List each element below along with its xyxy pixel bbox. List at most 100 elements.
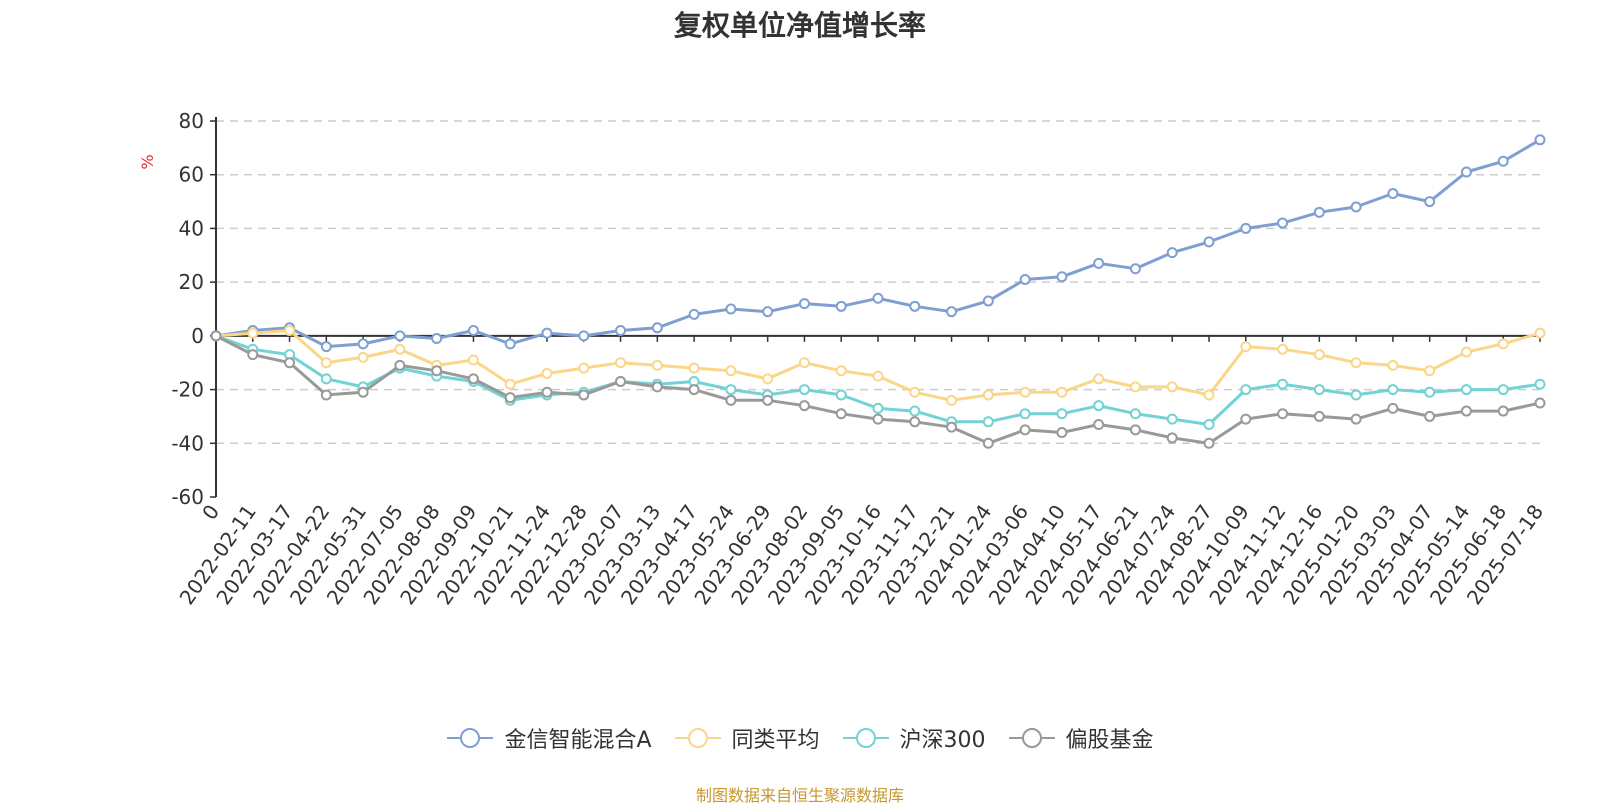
legend-icon-circle xyxy=(460,728,481,748)
data-point xyxy=(1460,384,1472,396)
data-point xyxy=(798,384,810,396)
data-point xyxy=(1534,134,1546,146)
data-point xyxy=(541,327,553,339)
data-point xyxy=(357,351,369,363)
data-point xyxy=(1387,384,1399,396)
data-point xyxy=(1240,413,1252,425)
data-point xyxy=(504,378,516,390)
data-point xyxy=(1166,381,1178,393)
data-point xyxy=(725,394,737,406)
data-point xyxy=(394,343,406,355)
data-point xyxy=(578,362,590,374)
data-point xyxy=(1019,408,1031,420)
data-point xyxy=(1093,400,1105,412)
data-point xyxy=(1129,408,1141,420)
data-point xyxy=(1019,386,1031,398)
data-point xyxy=(1240,222,1252,234)
data-point xyxy=(688,308,700,320)
y-tick-label: -20 xyxy=(171,378,204,402)
data-point xyxy=(909,416,921,428)
data-point xyxy=(1350,201,1362,213)
data-point xyxy=(1387,402,1399,414)
data-point xyxy=(725,365,737,377)
data-point xyxy=(1460,405,1472,417)
data-point xyxy=(725,303,737,315)
data-point xyxy=(651,381,663,393)
data-point xyxy=(1056,271,1068,283)
y-tick-label: 0 xyxy=(191,324,204,348)
legend-line-circle-icon xyxy=(447,728,494,748)
legend-line-circle-icon xyxy=(1008,728,1055,748)
data-point xyxy=(1277,378,1289,390)
legend-item-3[interactable]: 偏股基金 xyxy=(1008,722,1154,754)
data-point xyxy=(578,330,590,342)
data-point xyxy=(1129,381,1141,393)
data-point xyxy=(872,370,884,382)
data-point xyxy=(1166,247,1178,259)
data-point xyxy=(284,324,296,336)
data-point xyxy=(1424,365,1436,377)
data-point xyxy=(1203,418,1215,430)
data-point xyxy=(1313,206,1325,218)
data-point xyxy=(1534,397,1546,409)
data-point xyxy=(320,357,332,369)
data-point xyxy=(467,373,479,385)
data-point xyxy=(357,386,369,398)
data-point xyxy=(835,389,847,401)
y-axis-label: % xyxy=(138,154,157,169)
data-point xyxy=(1424,196,1436,208)
data-point xyxy=(762,373,774,385)
data-point xyxy=(1129,424,1141,436)
data-point xyxy=(1056,386,1068,398)
data-point xyxy=(872,292,884,304)
y-tick-label: 40 xyxy=(179,216,204,240)
legend: 金信智能混合A 同类平均 沪深300 偏股基金 xyxy=(0,722,1600,754)
data-point xyxy=(210,330,222,342)
data-point xyxy=(541,367,553,379)
legend-icon-circle xyxy=(855,728,876,748)
chart-title: 复权单位净值增长率 xyxy=(673,9,926,42)
data-point xyxy=(946,306,958,318)
data-point xyxy=(688,362,700,374)
data-point xyxy=(872,402,884,414)
legend-icon-circle xyxy=(1021,728,1042,748)
data-point xyxy=(835,365,847,377)
legend-label: 同类平均 xyxy=(731,728,820,753)
data-point xyxy=(1166,413,1178,425)
data-point xyxy=(946,421,958,433)
data-point xyxy=(1203,389,1215,401)
data-point xyxy=(1240,384,1252,396)
data-point xyxy=(835,300,847,312)
legend-item-1[interactable]: 同类平均 xyxy=(674,722,820,754)
x-tick-label: 0 xyxy=(197,500,224,524)
data-point xyxy=(1019,424,1031,436)
data-point xyxy=(1166,432,1178,444)
data-point xyxy=(247,349,259,361)
data-point xyxy=(1350,413,1362,425)
legend-label: 金信智能混合A xyxy=(504,728,652,753)
legend-label: 沪深300 xyxy=(899,728,986,753)
data-point xyxy=(1497,155,1509,167)
data-point xyxy=(467,354,479,366)
data-point xyxy=(835,408,847,420)
legend-item-2[interactable]: 沪深300 xyxy=(842,722,986,754)
legend-item-0[interactable]: 金信智能混合A xyxy=(446,722,652,754)
data-point xyxy=(615,357,627,369)
data-point xyxy=(1424,410,1436,422)
data-point xyxy=(504,392,516,404)
y-tick-label: -60 xyxy=(171,485,204,509)
data-point xyxy=(467,324,479,336)
source-note: 制图数据来自恒生聚源数据库 xyxy=(695,786,904,805)
series-line-0 xyxy=(215,138,1541,349)
data-point xyxy=(1203,236,1215,248)
data-point xyxy=(982,437,994,449)
data-point xyxy=(1313,349,1325,361)
legend-line-circle-icon xyxy=(842,728,889,748)
data-point xyxy=(320,341,332,353)
data-point xyxy=(1019,273,1031,285)
data-point xyxy=(320,389,332,401)
data-point xyxy=(357,338,369,350)
data-point xyxy=(909,405,921,417)
data-point xyxy=(431,365,443,377)
